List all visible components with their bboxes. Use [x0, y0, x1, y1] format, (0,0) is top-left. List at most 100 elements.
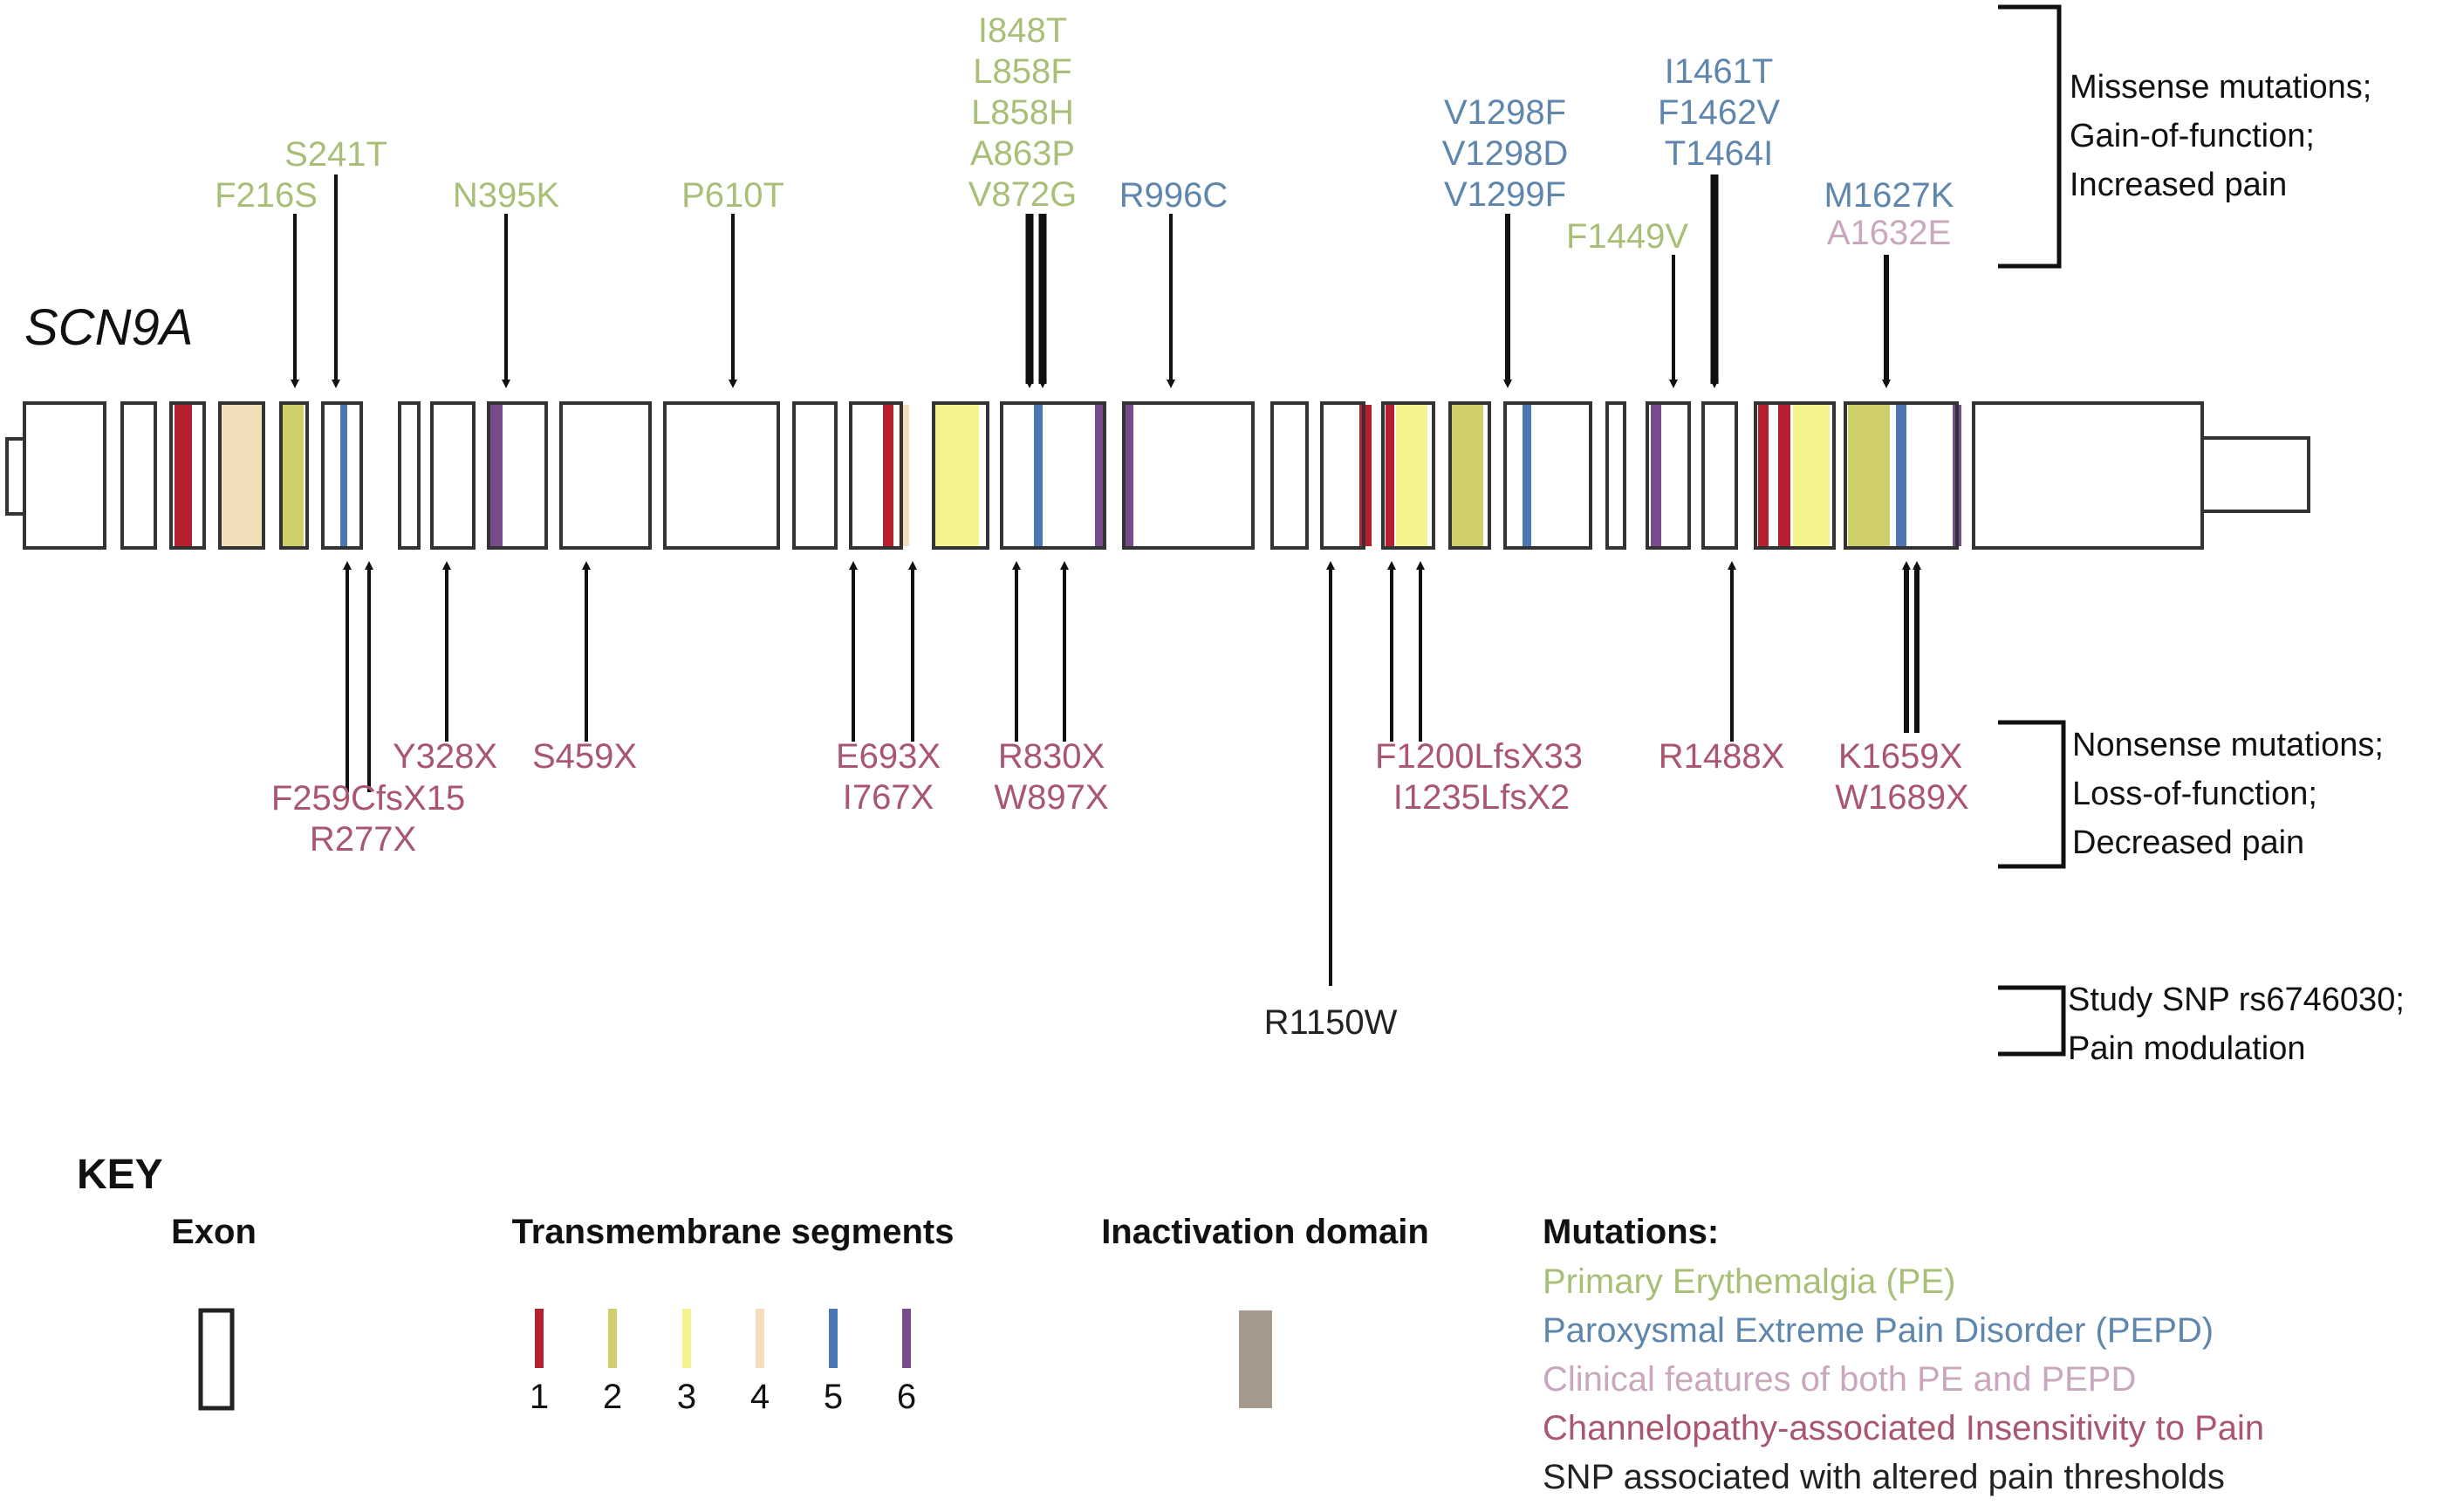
mutation-label: T1464I — [1665, 134, 1774, 173]
exon — [1270, 401, 1309, 550]
exon — [430, 401, 476, 550]
exon-outline — [1320, 401, 1365, 550]
exon-outline — [792, 401, 838, 550]
mutation-group-r1150w: R1150W — [1264, 561, 1398, 1042]
exon-outline — [487, 401, 548, 550]
bracket-text: Increased pain — [2070, 167, 2287, 203]
exon-outline — [1000, 401, 1106, 550]
key-mutation-entry-cip: Channelopathy-associated Insensitivity t… — [1543, 1409, 2264, 1447]
key-tm-swatch-6 — [902, 1309, 911, 1368]
mutation-group-m1627k: M1627K A1632E — [1824, 176, 1954, 388]
mutation-label: F1200LfsX33 — [1375, 737, 1583, 776]
exon — [849, 401, 903, 550]
mutation-label: V872G — [968, 175, 1078, 214]
exon — [1122, 401, 1255, 550]
transmembrane-segment-tm5 — [1896, 405, 1906, 546]
mutation-label: R1488X — [1659, 737, 1785, 776]
key-mutation-entry-pe: Primary Erythemalgia (PE) — [1543, 1262, 1955, 1301]
exon — [663, 401, 780, 550]
exon — [1701, 401, 1738, 550]
key-exon-label: Exon — [171, 1213, 257, 1251]
mutation-group-y328x: Y328X — [393, 561, 497, 776]
transmembrane-segment-tm2 — [1848, 405, 1890, 546]
key-mutation-entry-pepd: Paroxysmal Extreme Pain Disorder (PEPD) — [1543, 1311, 2214, 1350]
exon-outline — [218, 401, 265, 550]
mutation-group-f1449v: F1449V — [1566, 217, 1688, 388]
transmembrane-segment-tm1 — [883, 405, 893, 546]
mutation-group-s241t-f216s: S241T F216S — [215, 135, 387, 388]
exon-outline — [23, 401, 106, 550]
mutation-group-f1200lfsx33: F1200LfsX33 I1235LfsX2 — [1375, 561, 1583, 817]
mutation-label: F216S — [215, 176, 318, 215]
exon-outline — [279, 401, 309, 550]
gene-structure — [5, 401, 2310, 550]
bracket-text: Study SNP rs6746030; — [2068, 982, 2405, 1018]
key-tm-number: 2 — [603, 1378, 622, 1416]
exon — [1972, 401, 2204, 550]
exon-outline — [849, 401, 903, 550]
mutation-label: I1235LfsX2 — [1393, 778, 1570, 817]
key-tm-swatch-2 — [608, 1309, 617, 1368]
mutation-group-r830x: R830X W897X — [994, 561, 1109, 817]
mutation-label: K1659X — [1838, 737, 1962, 776]
key-inactivation-swatch — [1239, 1310, 1272, 1408]
key-mutation-entries: Primary Erythemalgia (PE) Paroxysmal Ext… — [1543, 1262, 2264, 1496]
mutation-label: W1689X — [1835, 778, 1968, 817]
exon-outline — [1448, 401, 1491, 550]
exon — [1000, 401, 1106, 550]
key-tm-swatch-1 — [535, 1309, 544, 1368]
gene-label: SCN9A — [24, 299, 193, 356]
transmembrane-segment-tm2 — [283, 405, 304, 546]
transmembrane-segment-tm3 — [1793, 405, 1830, 546]
exon-outline — [430, 401, 476, 550]
key-exon-icon — [198, 1308, 235, 1411]
mutation-label: L858H — [971, 93, 1074, 132]
nonsense-mutations: F259CfsX15 R277X Y328X S459X E693X I767X… — [271, 561, 1969, 1042]
bracket-text: Loss-of-function; — [2072, 776, 2317, 812]
exon — [1503, 401, 1592, 550]
transmembrane-segment-tm1 — [1758, 405, 1769, 546]
exon — [398, 401, 421, 550]
exon-outline — [663, 401, 780, 550]
mutation-group-r1488x: R1488X — [1659, 561, 1785, 776]
exon-outline — [1270, 401, 1309, 550]
mutation-label: I767X — [843, 778, 934, 817]
mutation-label: A1632E — [1827, 214, 1951, 252]
transmembrane-segment-tm5 — [1523, 405, 1531, 546]
mutation-group-s459x: S459X — [532, 561, 637, 776]
key-tm-number: 3 — [677, 1378, 696, 1416]
mutation-label: S459X — [532, 737, 637, 776]
gene-tail-right — [2200, 436, 2310, 513]
bracket-text: Decreased pain — [2072, 824, 2304, 861]
transmembrane-segment-tm1 — [185, 405, 192, 546]
key-tm-number: 5 — [824, 1378, 843, 1416]
transmembrane-segment-tm1 — [1778, 405, 1790, 546]
transmembrane-segment-tm5 — [340, 405, 347, 546]
exon-outline — [1122, 401, 1255, 550]
bracket-text: Nonsense mutations; — [2072, 727, 2384, 763]
mutation-label: E693X — [836, 737, 941, 776]
mutation-label: V1299F — [1444, 175, 1566, 214]
mutation-label: R277X — [310, 820, 416, 859]
exon — [1320, 401, 1365, 550]
exon-outline — [1701, 401, 1738, 550]
mutation-group-r996c: R996C — [1119, 176, 1228, 388]
mutation-group-k1659x: K1659X W1689X — [1835, 561, 1969, 817]
bracket-line — [1998, 4, 2062, 269]
mutation-label: I848T — [978, 11, 1067, 50]
key-tm-number: 6 — [897, 1378, 916, 1416]
mutation-label: R996C — [1119, 176, 1228, 215]
transmembrane-segment-tm1 — [174, 405, 185, 546]
bracket-line — [1998, 720, 2066, 869]
category-brackets: Missense mutations; Gain-of-function; In… — [1998, 4, 2405, 1067]
exon-outline — [1754, 401, 1836, 550]
mutation-label: F1449V — [1566, 217, 1688, 256]
exon-outline — [932, 401, 989, 550]
exon-outline — [1503, 401, 1592, 550]
exon — [23, 401, 106, 550]
mutation-group-f259cfsx15: F259CfsX15 R277X — [271, 561, 465, 859]
bracket-text: Pain modulation — [2068, 1030, 2306, 1067]
exon-outline — [169, 401, 206, 550]
exon-outline — [321, 401, 363, 550]
